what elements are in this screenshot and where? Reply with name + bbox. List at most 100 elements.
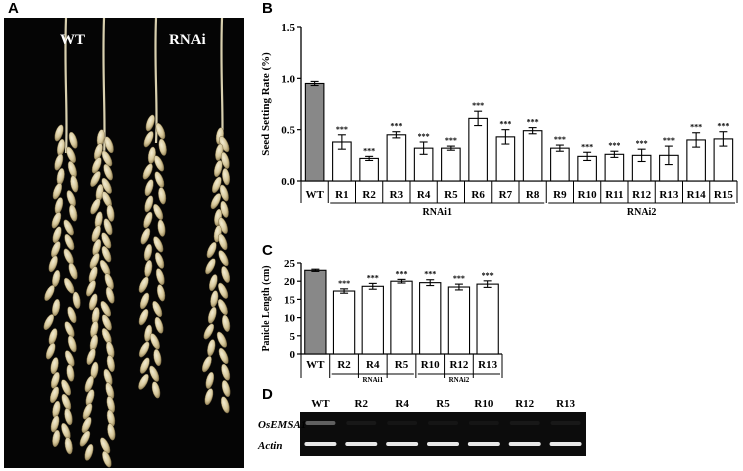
rice-grain xyxy=(154,171,165,188)
rice-grain xyxy=(222,168,231,186)
category-label-R13: R13 xyxy=(478,359,497,371)
category-label-R3: R3 xyxy=(390,189,404,201)
rice-grain xyxy=(106,354,115,373)
rice-grain xyxy=(100,437,111,454)
actin-band-WT xyxy=(304,442,337,446)
bar-R3 xyxy=(386,134,407,182)
rice-grain xyxy=(221,380,231,398)
rice-grain xyxy=(138,341,150,358)
significance-mark: *** xyxy=(367,273,379,282)
rice-grain xyxy=(220,396,230,414)
rice-grain xyxy=(158,187,167,205)
gel-row-label-osemsa1: OsEMSA1 xyxy=(258,419,307,431)
actin-band-R12 xyxy=(508,442,541,446)
lane-label-R4: R4 xyxy=(395,398,409,410)
category-label-R11: R11 xyxy=(605,189,623,201)
rice-grain xyxy=(48,255,58,273)
rice-grain xyxy=(70,175,79,193)
group-label-RNAi2: RNAi2 xyxy=(627,207,656,218)
rice-grain xyxy=(100,300,112,317)
rice-grain xyxy=(153,203,164,221)
significance-mark: *** xyxy=(636,139,648,148)
rice-grain xyxy=(50,415,60,433)
rice-grain xyxy=(52,429,61,448)
rice-grain xyxy=(88,293,98,311)
rice-grain xyxy=(101,150,113,167)
rice-grain xyxy=(138,373,149,390)
significance-mark: *** xyxy=(482,271,494,280)
rice-grain xyxy=(101,232,112,249)
rice-grain xyxy=(52,298,61,317)
significance-mark: *** xyxy=(499,120,511,129)
rice-grain xyxy=(221,314,231,332)
bar-R12 xyxy=(447,286,471,355)
lane-label-R13: R13 xyxy=(556,398,575,410)
rice-grain xyxy=(149,333,160,350)
osemsa1-band-R13 xyxy=(550,421,581,425)
rice-grain xyxy=(218,233,228,251)
rice-grain xyxy=(67,335,77,353)
y-tick-label: 10 xyxy=(284,313,296,325)
category-label-R10: R10 xyxy=(421,359,440,371)
rice-grain xyxy=(205,371,215,389)
rice-grain xyxy=(102,450,112,468)
y-tick-label: 0.5 xyxy=(281,125,295,137)
rice-grain xyxy=(89,252,100,270)
rice-grain xyxy=(90,198,101,215)
rice-grain xyxy=(68,262,78,280)
rice-grain xyxy=(63,219,74,236)
significance-mark: *** xyxy=(472,101,484,110)
rice-grain xyxy=(151,381,161,399)
bar-R5 xyxy=(441,147,461,182)
rice-grain xyxy=(63,277,75,294)
rice-grain xyxy=(218,347,229,365)
group-label-RNAi1: RNAi1 xyxy=(423,207,452,218)
rice-grain xyxy=(64,437,73,455)
significance-mark: *** xyxy=(424,270,436,279)
bar-R10 xyxy=(419,282,442,355)
rice-grain xyxy=(64,233,75,251)
rice-grain xyxy=(61,379,72,396)
rice-grain xyxy=(219,184,229,202)
rice-grain xyxy=(82,403,93,420)
actin-band-R10 xyxy=(467,442,500,446)
rice-grain xyxy=(221,363,231,381)
rice-grain xyxy=(143,211,153,229)
bar-R2 xyxy=(359,157,379,182)
actin-band-R2 xyxy=(345,442,378,446)
rice-grain xyxy=(158,138,167,156)
rice-grain xyxy=(140,228,151,245)
rice-grain xyxy=(49,386,60,404)
rice-grain xyxy=(106,204,115,222)
rice-grain xyxy=(103,218,113,236)
rice-grain xyxy=(149,365,160,382)
y-axis-label: Panicle Length (cm) xyxy=(261,265,272,351)
osemsa1-band-R10 xyxy=(468,421,499,425)
category-label-R4: R4 xyxy=(417,189,431,201)
significance-mark: *** xyxy=(717,122,729,131)
panel-label-a: A xyxy=(8,0,19,17)
bar-R5 xyxy=(390,280,413,355)
osemsa1-band-R5 xyxy=(428,421,458,425)
category-label-WT: WT xyxy=(306,359,325,371)
rice-grain xyxy=(143,131,154,148)
rice-grain xyxy=(153,155,165,172)
rice-grain xyxy=(203,323,215,340)
rice-grain xyxy=(66,146,76,163)
category-label-R4: R4 xyxy=(366,359,380,371)
significance-mark: *** xyxy=(338,279,350,288)
rice-grain xyxy=(90,171,101,187)
significance-mark: *** xyxy=(445,136,457,145)
panicle-illustration xyxy=(43,18,231,468)
significance-mark: *** xyxy=(390,122,402,131)
rice-grain xyxy=(45,342,56,360)
rice-grain xyxy=(204,388,214,406)
category-label-R5: R5 xyxy=(395,359,409,371)
photo-label-rnai: RNAi xyxy=(169,32,206,48)
panicle-photo: WT RNAi xyxy=(4,18,244,468)
rice-grain xyxy=(63,248,74,265)
rice-grain xyxy=(153,348,162,367)
bar-R6 xyxy=(468,117,488,182)
panicle-stem xyxy=(102,18,106,159)
lane-label-R10: R10 xyxy=(474,398,493,410)
